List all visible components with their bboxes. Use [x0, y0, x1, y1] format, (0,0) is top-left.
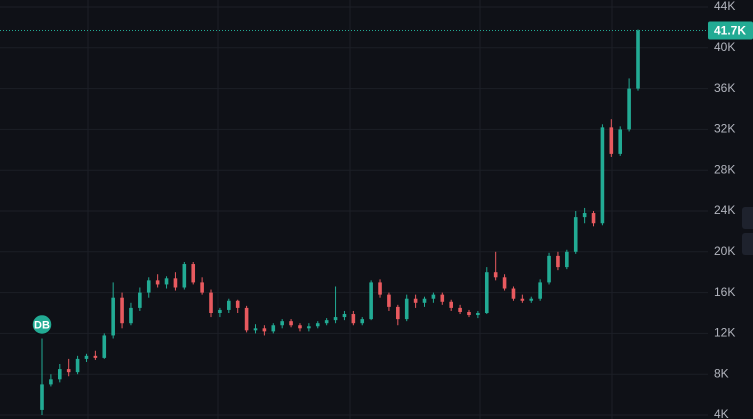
candle-body [600, 127, 605, 224]
candle-body [493, 272, 498, 278]
candle-body [591, 213, 596, 224]
candle-body [200, 282, 204, 293]
candle-body [271, 325, 276, 332]
candle-body [280, 321, 284, 326]
candle-body [387, 294, 391, 307]
candle-body [431, 294, 436, 299]
candle-body [609, 127, 614, 154]
y-tick-label: 32K [714, 122, 735, 136]
y-tick-label: 4K [714, 407, 729, 419]
candle-body [618, 129, 623, 154]
y-tick-label: 44K [714, 0, 735, 13]
candle-body [173, 278, 178, 288]
event-marker-label: DB [34, 319, 50, 331]
candle-body [146, 280, 151, 293]
candle-body [636, 30, 640, 89]
side-buttons[interactable] [742, 207, 753, 255]
candle-body [191, 264, 196, 283]
button[interactable] [742, 207, 753, 229]
candle-body [324, 320, 329, 324]
candle-body [422, 298, 427, 303]
candle-body [262, 328, 267, 332]
candle-body [182, 264, 187, 288]
candle-body [529, 298, 534, 301]
y-tick-label: 36K [714, 81, 735, 95]
candle-body [155, 280, 160, 285]
candle-body [413, 298, 418, 303]
candle-body [93, 355, 98, 358]
candle-body [138, 292, 142, 308]
candle-body [547, 255, 551, 283]
y-tick-label: 16K [714, 285, 735, 299]
candle-body [84, 355, 89, 359]
candle-body [111, 297, 115, 336]
candle-body [244, 307, 249, 331]
candle-body [289, 321, 293, 326]
y-tick-label: 40K [714, 40, 735, 54]
candle-body [235, 300, 240, 308]
candle-body [333, 317, 338, 321]
y-tick-label: 12K [714, 326, 735, 340]
candle-body [129, 307, 133, 324]
candle-body [120, 297, 124, 324]
candle-body [458, 307, 462, 312]
candle-body [440, 294, 445, 302]
candle-body [315, 323, 320, 327]
candle-body [502, 277, 507, 289]
candle-body [307, 326, 311, 329]
last-price-label: 41.7K [714, 24, 746, 38]
candle-body [396, 306, 400, 320]
candle-body [342, 314, 347, 318]
candle-body [351, 314, 356, 324]
y-tick-label: 24K [714, 203, 735, 217]
candle-body [511, 288, 516, 299]
candle-body [253, 328, 258, 331]
candle-body [627, 88, 631, 130]
vertical-grid [87, 0, 613, 419]
candle-body [556, 255, 560, 268]
candle-body [538, 282, 542, 299]
candle-body [582, 213, 587, 218]
candle-body [227, 300, 231, 310]
candle-body [102, 335, 107, 358]
candle-body [369, 282, 373, 320]
candle-body [360, 319, 365, 324]
event-marker [31, 313, 53, 336]
candle-body [66, 369, 71, 373]
candle-body [378, 282, 382, 295]
candle-body [476, 313, 480, 316]
y-tick-label: 8K [714, 366, 729, 380]
candle-body [57, 369, 62, 380]
candle-body [40, 384, 44, 410]
candle-body [565, 251, 569, 268]
candle-body [298, 325, 302, 329]
candle-body [164, 278, 169, 285]
candle-body [520, 298, 525, 301]
candle-body [75, 358, 80, 373]
button[interactable] [742, 233, 753, 255]
y-tick-label: 28K [714, 162, 735, 176]
candle-body [218, 309, 222, 313]
candle-body [573, 217, 578, 252]
candle-body [404, 298, 409, 320]
y-tick-label: 20K [714, 244, 735, 258]
candle-body [467, 311, 471, 316]
last-price-tag [708, 21, 753, 40]
candle-body [49, 379, 53, 385]
candle-body [449, 301, 453, 308]
candle-body [484, 272, 489, 313]
candle-body [209, 292, 213, 313]
